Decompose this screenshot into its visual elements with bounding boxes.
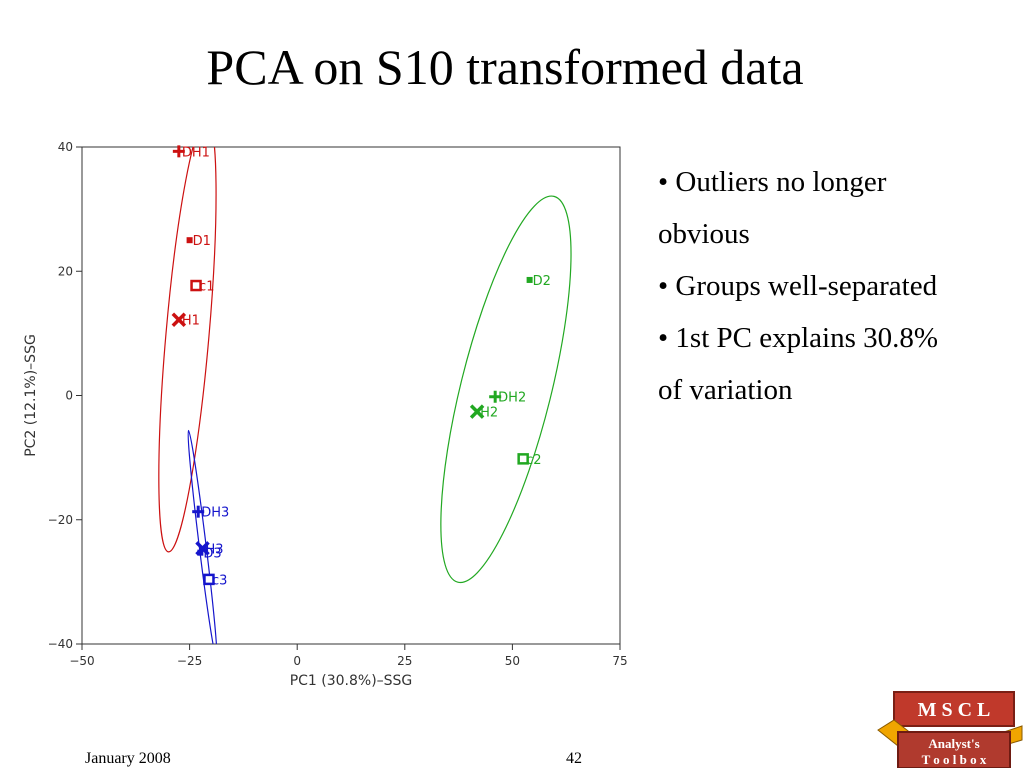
bullet-line-5: of variation [658,374,793,406]
point-d2-label: D2 [533,274,551,289]
point-c1-marker [190,279,202,292]
y-tick-label: 20 [58,264,73,278]
point-dh1: DH1 [172,145,210,160]
point-d1-marker [186,237,193,244]
y-tick-label: −40 [48,637,73,651]
point-c1: c1 [190,279,214,295]
logo-line3: T o o l b o x [922,752,987,767]
point-c2: c2 [517,453,542,468]
point-h1-label: H1 [182,314,200,329]
y-tick-label: 0 [65,389,73,403]
point-dh3-label: DH3 [201,506,229,521]
point-d2-marker [526,276,533,283]
point-d2: D2 [526,274,551,289]
bullet-line-1: • Outliers no longer [658,166,887,198]
bullet-line-2: obvious [658,218,750,250]
x-tick-label: 25 [397,654,412,668]
group-1-ellipse [158,147,217,553]
point-c1-label: c1 [199,280,214,295]
y-axis-label: PC2 (12.1%)–SSG [23,334,39,457]
x-tick-label: 50 [505,654,520,668]
point-h3: H3 [195,541,224,557]
y-tick-label: 40 [58,140,73,154]
point-h3-label: H3 [206,542,224,557]
point-c2-label: c2 [526,453,541,468]
point-d1-label: D1 [193,234,211,249]
pca-scatter-plot: DH1 D1 c1 H1 DH3 H3 D3 c3 D2 DH2 H2 c2 −50 −25 0 25 50 7… [13,136,643,702]
mscl-toolbox-logo: M S C L Analyst's T o o l b o x [876,690,1024,769]
point-dh3: DH3 [192,505,229,521]
point-dh2: DH2 [489,390,526,406]
point-d1: D1 [186,234,211,249]
point-d3-marker [197,549,204,556]
y-tick-label: −20 [48,513,73,527]
x-tick-label: 0 [293,654,301,668]
x-axis-label: PC1 (30.8%)–SSG [290,673,413,689]
point-h2-marker-b [469,404,485,419]
logo-line1: M S C L [918,699,991,721]
logo-graphic: M S C L Analyst's T o o l b o x [877,691,1023,769]
x-tick-label: 75 [612,654,627,668]
point-d3: D3 [197,547,222,562]
plot-background [13,136,643,702]
footer-page-number: 42 [566,750,582,767]
point-c3-marker [203,573,215,586]
x-tick-label: −25 [177,654,202,668]
point-h1: H1 [171,312,200,329]
group-3-ellipse [440,195,572,584]
point-d3-label: D3 [203,547,221,562]
footer-date: January 2008 [85,750,171,767]
point-h2-label: H2 [480,406,498,421]
bullet-list: • Outliers no longer obvious • Groups we… [658,156,1008,416]
point-c2-marker [517,453,529,465]
point-dh1-label: DH1 [182,145,210,160]
slide-title: PCA on S10 transformed data [206,39,804,95]
point-dh2-label: DH2 [498,391,526,406]
logo-top-box [893,691,1015,727]
bullet-line-4: • 1st PC explains 30.8% [658,322,939,354]
logo-bottom-box [897,731,1011,769]
point-h1-marker-b [171,312,187,327]
point-c3-label: c3 [212,573,227,588]
bullet-line-3: • Groups well-separated [658,270,938,302]
point-h2: H2 [469,404,498,421]
logo-line2: Analyst's [928,736,979,751]
x-tick-label: −50 [69,654,94,668]
point-c3: c3 [203,573,227,588]
